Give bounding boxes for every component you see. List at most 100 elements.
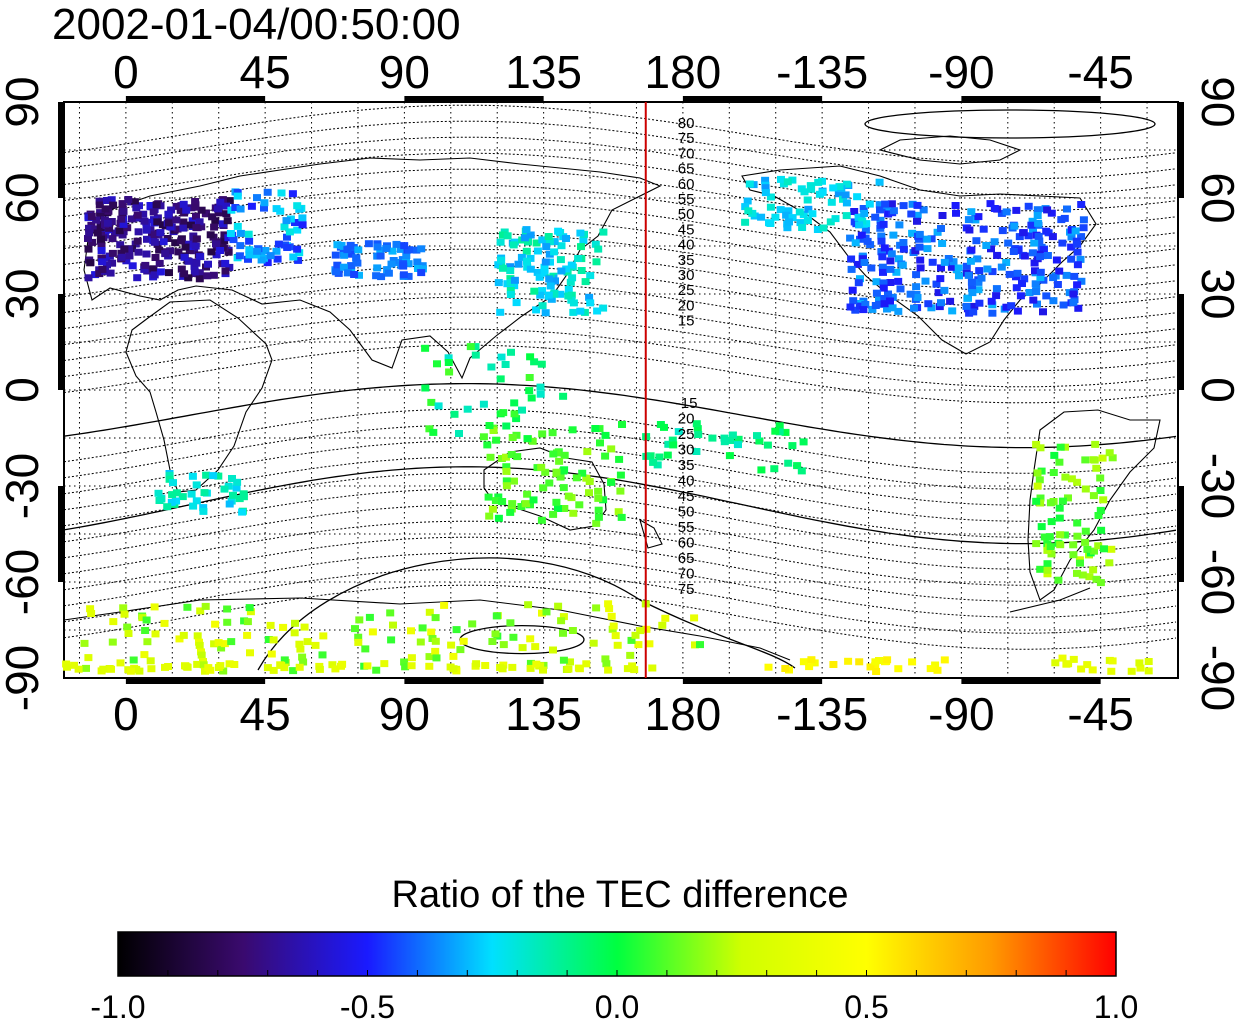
tec-cell (400, 658, 409, 666)
left-tick-label: 90 (0, 76, 48, 127)
tec-cell (171, 239, 180, 247)
tec-cell (126, 667, 135, 675)
tec-cell (831, 215, 840, 223)
tec-cell (174, 248, 183, 256)
tec-cell (223, 605, 232, 613)
tec-cell (189, 502, 198, 510)
tec-cell (192, 224, 201, 232)
tec-cell (975, 267, 984, 275)
tec-cell (569, 509, 578, 517)
tec-cell (132, 665, 141, 673)
top-tick-label: 90 (379, 46, 430, 98)
tec-cell (912, 283, 921, 291)
tec-cell (507, 451, 516, 458)
tec-cell (536, 390, 545, 398)
tec-cell (549, 450, 558, 458)
tec-cell (295, 249, 304, 257)
tec-cell (440, 601, 449, 609)
tec-cell (591, 240, 600, 248)
tec-cell (246, 649, 254, 657)
tec-cell (761, 189, 770, 197)
tec-cell (533, 268, 542, 276)
tec-cell (1062, 660, 1071, 668)
tec-cell (315, 665, 324, 673)
tec-cell (954, 264, 963, 272)
frame-band-left (58, 294, 64, 390)
tec-cell (150, 271, 159, 279)
tec-cell (169, 479, 177, 487)
tec-cell (291, 219, 299, 226)
tec-cell (134, 248, 143, 256)
tec-cell (209, 271, 218, 279)
tec-cell (1028, 249, 1037, 257)
tec-cell (797, 467, 806, 475)
contour-label-north: 35 (678, 252, 695, 269)
tec-cell (506, 508, 515, 516)
tec-cell (770, 465, 779, 473)
tec-cell (839, 195, 847, 203)
tec-cell (1059, 301, 1068, 309)
tec-cell (1076, 255, 1085, 263)
tec-cell (203, 272, 212, 280)
tec-cell (1052, 256, 1061, 264)
tec-cell (988, 309, 997, 317)
left-tick-label: -30 (0, 453, 48, 519)
tec-cell (1067, 233, 1076, 241)
tec-cell (502, 482, 511, 490)
tec-cell (193, 632, 202, 640)
tec-cell (577, 267, 586, 274)
tec-cell (484, 493, 493, 501)
tec-cell (153, 218, 162, 226)
tec-cell (649, 458, 658, 466)
tec-cell (982, 242, 991, 249)
tec-cell (859, 205, 868, 212)
contour-oval-north (864, 109, 1156, 139)
tec-cell (123, 623, 132, 631)
tec-cell (196, 253, 204, 261)
tec-cell (653, 461, 662, 469)
tec-cell (537, 516, 546, 524)
tec-cell (599, 496, 608, 504)
tec-cell (567, 261, 576, 269)
tec-cell (472, 660, 481, 668)
tec-cell (380, 660, 389, 668)
tec-cell (1049, 297, 1058, 305)
tec-cell (1073, 478, 1082, 486)
tec-cell (549, 646, 557, 654)
tec-cell (583, 448, 592, 456)
tec-cell (232, 484, 241, 492)
tec-cell (538, 430, 547, 438)
tec-cell (1079, 224, 1088, 232)
tec-cell (192, 235, 201, 243)
contour-north (63, 312, 1177, 372)
tec-cell (522, 247, 531, 255)
tec-cell (979, 225, 988, 233)
tec-cell (416, 638, 425, 646)
tec-cell (523, 435, 532, 443)
tec-cell (1032, 497, 1041, 505)
tec-cell (1039, 308, 1047, 316)
tec-cell (858, 217, 867, 225)
tec-cell (753, 432, 761, 440)
tec-cell (1055, 267, 1064, 275)
tec-cell (863, 237, 872, 245)
tec-cell (187, 490, 196, 498)
tec-cell (977, 274, 986, 282)
tec-cell (86, 605, 95, 613)
tec-cell (247, 202, 256, 210)
tec-cell (1089, 456, 1098, 464)
tec-cell (868, 305, 877, 313)
tec-cell (150, 238, 159, 246)
tec-cell (244, 255, 252, 263)
tec-cell (559, 613, 568, 621)
tec-cell (585, 293, 594, 301)
tec-cell (1051, 659, 1060, 667)
tec-cell (871, 302, 880, 309)
tec-cell (433, 360, 441, 368)
tec-cell (96, 209, 105, 217)
tec-cell (549, 290, 558, 298)
tec-cell (556, 256, 565, 264)
tec-cell (538, 609, 546, 617)
tec-cell (210, 223, 219, 231)
coastline (741, 165, 1097, 355)
